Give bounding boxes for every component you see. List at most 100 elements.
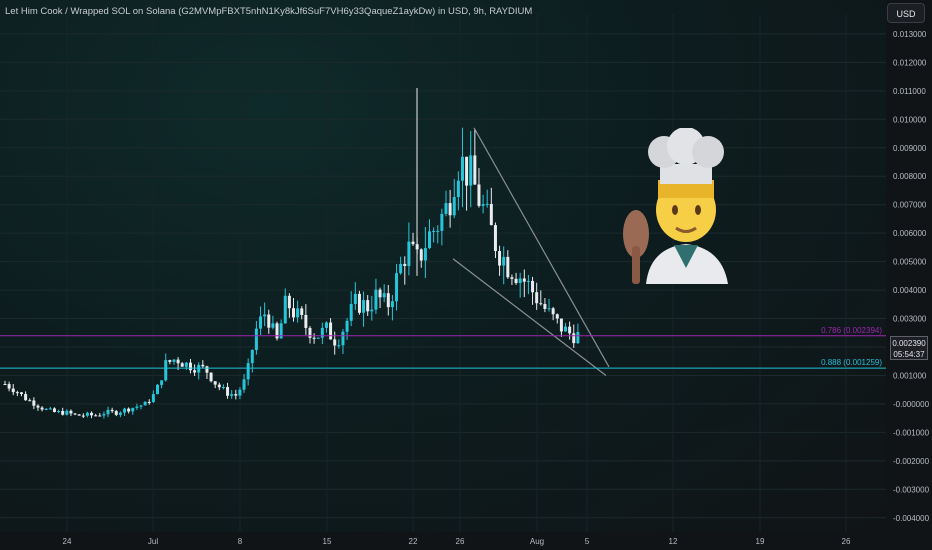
candle-body [238,389,242,396]
fib-level-label: 0.786 (0.002394) [821,326,882,335]
candle-body [180,363,184,367]
candle-body [465,156,469,186]
time-axis[interactable]: 24 Jul 8 15 22 26 Aug 5 12 19 26 [63,537,851,546]
candle-body [551,308,555,315]
candle-body [312,337,316,339]
price-axis[interactable]: 0.013000 0.012000 0.011000 0.010000 0.009000… [893,30,930,523]
candle-body [139,405,143,407]
candle-body [217,384,221,388]
price-tick-label: 0.005000 [893,258,927,267]
candle-body [304,314,308,328]
candle-body [267,314,271,328]
candle-body [254,328,258,350]
candle-body [456,180,460,198]
candle-body [52,408,56,412]
candle-body [57,410,61,412]
price-tick-label: 0.004000 [893,286,927,295]
time-tick-label: Jul [148,537,158,546]
candle-body [374,289,378,310]
candle-body [498,251,502,266]
candle-body [300,308,304,315]
candle-body [493,225,497,252]
candle-body [90,412,94,416]
candle-body [390,301,394,308]
candle-body [440,213,444,231]
currency-button[interactable]: USD [887,3,925,23]
candle-body [452,197,456,216]
candle-body [316,337,320,339]
candle-body [489,203,493,226]
candle-body [428,231,432,249]
candle-body [160,380,164,385]
trend-line-lower [452,258,607,376]
candle-body [329,322,333,340]
candle-body [403,263,407,266]
candle-body [469,155,473,186]
candle-body [477,184,481,206]
price-tick-label: 0.012000 [893,58,927,67]
price-tick-label: 0.006000 [893,229,927,238]
candle-body [514,278,518,284]
time-tick-label: 26 [842,537,851,546]
candle-body [275,323,279,339]
candle-body [399,263,403,274]
candle-body [366,300,370,312]
candle-body [337,345,341,347]
price-tick-label: -0.004000 [893,514,930,523]
candle-body [201,364,205,367]
candle-body [226,387,230,396]
candle-body [61,410,65,415]
candle-body [407,241,411,266]
candle-body [221,387,225,389]
candle-body [172,359,176,362]
candle-body [184,362,188,367]
candle-body [147,401,151,403]
candle-body [481,204,485,206]
candle-body [85,412,89,416]
last-price: 0.002390 [892,339,926,348]
chart-title: Let Him Cook / Wrapped SOL on Solana (G2… [5,6,533,17]
candle-body [547,308,551,310]
candle-body [36,405,40,408]
candle-body [19,392,23,395]
candle-body [378,289,382,298]
candle-body [283,295,287,324]
price-tick-label: -0.000000 [893,400,930,409]
candle-body [98,415,102,417]
candle-body [40,407,44,410]
candle-body [419,249,423,261]
candle-body [110,409,114,412]
price-tick-label: 0.003000 [893,315,927,324]
candle-body [69,410,73,414]
candle-body [568,326,572,334]
candle-body [432,231,436,233]
candle-body [324,322,328,328]
price-tick-label: 0.011000 [893,87,926,96]
candle-body [279,323,283,339]
candle-body [353,293,357,305]
candle-body [502,256,506,266]
price-tick-label: 0.010000 [893,115,927,124]
candle-body [559,318,563,332]
candle-body [209,372,213,382]
candle-body [176,359,180,364]
candle-body [106,409,110,415]
candle-body [357,293,361,313]
candle-body [7,384,11,389]
candle-body [123,408,127,413]
candle-body [143,401,147,406]
candle-body [15,392,19,394]
candle-body [234,394,238,396]
candle-body [411,241,415,245]
price-tick-label: 0.008000 [893,172,927,181]
candle-body [296,308,300,318]
candle-body [28,400,32,402]
candle-body [131,407,135,412]
price-tick-label: 0.001000 [893,371,927,380]
candle-body [197,364,201,373]
candle-body [127,408,131,412]
time-tick-label: 24 [63,537,72,546]
chart-pane[interactable] [0,0,886,532]
candle-body [555,314,559,319]
